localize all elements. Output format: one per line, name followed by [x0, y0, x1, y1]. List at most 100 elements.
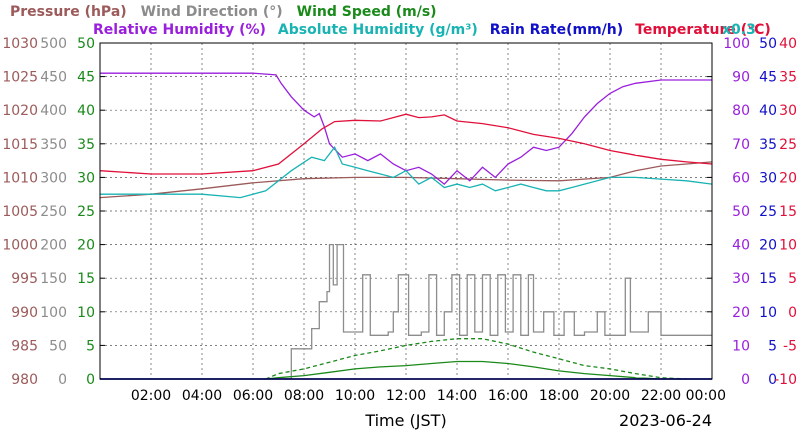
legend-pressure: Pressure (hPa)	[10, 4, 127, 20]
x-tick-label: 20:00	[590, 388, 630, 404]
x-tick-label: 00:00	[686, 388, 726, 404]
right-axes: 0102030405060708090100051015202530354045…	[723, 36, 797, 388]
pressure-tick-label: 1025	[2, 70, 38, 86]
rain-tick-label: 45	[759, 70, 777, 86]
series-pressure-hpa	[99, 161, 713, 199]
wind-speed-tick-label: 25	[77, 204, 95, 220]
x-tick-label: 12:00	[386, 388, 426, 404]
x-tick-label: 08:00	[284, 388, 324, 404]
rel-hum-tick-label: 10	[732, 338, 750, 354]
wind-speed-tick-label: 5	[86, 338, 95, 354]
x-tick-label: 02:00	[131, 388, 171, 404]
temp-tick-label: 35	[779, 70, 797, 86]
pressure-tick-label: 1030	[2, 36, 38, 52]
x-tick-label: 16:00	[488, 388, 528, 404]
pressure-tick-label: 995	[11, 271, 38, 287]
wind-speed-tick-label: 0	[86, 372, 95, 388]
wind-speed-tick-label: 50	[77, 36, 95, 52]
wind-dir-tick-label: 150	[40, 271, 67, 287]
rain-tick-label: 35	[759, 137, 777, 153]
rain-tick-label: 30	[759, 170, 777, 186]
rain-tick-label: 0	[768, 372, 777, 388]
wind-dir-tick-label: 250	[40, 204, 67, 220]
pressure-tick-label: 1020	[2, 103, 38, 119]
wind-dir-tick-label: 200	[40, 238, 67, 254]
temp-tick-label: -10	[774, 372, 797, 388]
wind-speed-tick-label: 30	[77, 170, 95, 186]
pressure-tick-label: 1010	[2, 170, 38, 186]
x-axis-title: Time (JST)	[364, 411, 446, 430]
legend-wind_speed: Wind Speed (m/s)	[297, 4, 437, 20]
rel-hum-tick-label: 0	[741, 372, 750, 388]
wind-dir-tick-label: 300	[40, 170, 67, 186]
temp-tick-label: 0	[788, 305, 797, 321]
series-absolute-humidity-g-m	[100, 145, 713, 199]
temp-tick-label: 25	[779, 137, 797, 153]
rain-tick-label: 10	[759, 305, 777, 321]
temp-tick-label: 5	[788, 271, 797, 287]
temp-tick-label: 30	[779, 103, 797, 119]
legend-wind_dir: Wind Direction (°)	[141, 4, 283, 20]
legend-rel_hum: Relative Humidity (%)	[93, 22, 266, 38]
wind-speed-tick-label: 45	[77, 70, 95, 86]
wind-dir-tick-label: 400	[40, 103, 67, 119]
wind-dir-tick-label: 450	[40, 70, 67, 86]
temp-tick-label: 40	[779, 36, 797, 52]
rel-hum-tick-label: 70	[732, 137, 750, 153]
x-tick-label: 06:00	[233, 388, 273, 404]
rel-hum-tick-label: 100	[723, 36, 750, 52]
rain-tick-label: 40	[759, 103, 777, 119]
pressure-tick-label: 1015	[2, 137, 38, 153]
temp-tick-label: -5	[783, 338, 797, 354]
rain-tick-label: 25	[759, 204, 777, 220]
series-relative-humidity	[100, 72, 712, 185]
wind-dir-tick-label: 100	[40, 305, 67, 321]
rain-tick-label: 15	[759, 271, 777, 287]
wind-speed-tick-label: 40	[77, 103, 95, 119]
pressure-tick-label: 990	[11, 305, 38, 321]
x-tick-label: 22:00	[641, 388, 681, 404]
legend-temp: Temperature (°C)	[635, 22, 771, 38]
legend-rain: Rain Rate(mm/h)	[490, 22, 623, 38]
wind-speed-tick-label: 10	[77, 305, 95, 321]
legend-abs_hum: Absolute Humidity (g/m³)	[278, 22, 478, 38]
x-tick-label: 14:00	[437, 388, 477, 404]
rel-hum-tick-label: 90	[732, 70, 750, 86]
pressure-tick-label: 985	[11, 338, 38, 354]
wind-dir-tick-label: 50	[49, 338, 67, 354]
series-temperature-c	[99, 113, 713, 175]
wind-speed-tick-label: 20	[77, 238, 95, 254]
legend: Pressure (hPa) Wind Direction (°) Wind Spe…	[10, 4, 771, 38]
rel-hum-tick-label: 40	[732, 238, 750, 254]
rel-hum-tick-label: 30	[732, 271, 750, 287]
rain-tick-label: 5	[768, 338, 777, 354]
pressure-tick-label: 1000	[2, 238, 38, 254]
rain-tick-label: 20	[759, 238, 777, 254]
x-axis: 02:00 04:00 06:00 08:00 10:00 12:00 14:00 16:00…	[131, 388, 726, 404]
rain-tick-label: 50	[759, 36, 777, 52]
x-tick-label: 10:00	[335, 388, 375, 404]
rel-hum-tick-label: 60	[732, 170, 750, 186]
chart-grid	[100, 42, 712, 380]
pressure-tick-label: 980	[11, 372, 38, 388]
wind-speed-tick-label: 35	[77, 137, 95, 153]
abs-humidity-scale-note: x0.3	[722, 22, 756, 38]
plot-frame	[99, 42, 713, 380]
rel-hum-tick-label: 80	[732, 103, 750, 119]
x-tick-label: 18:00	[539, 388, 579, 404]
date-label: 2023-06-24	[619, 411, 712, 430]
temp-tick-label: 15	[779, 204, 797, 220]
series-wind-direction	[283, 243, 712, 380]
wind-speed-tick-label: 15	[77, 271, 95, 287]
rel-hum-tick-label: 20	[732, 305, 750, 321]
pressure-tick-label: 1005	[2, 204, 38, 220]
temp-tick-label: 10	[779, 238, 797, 254]
x-tick-label: 04:00	[182, 388, 222, 404]
wind-dir-tick-label: 0	[58, 372, 67, 388]
temp-tick-label: 20	[779, 170, 797, 186]
wind-dir-tick-label: 500	[40, 36, 67, 52]
wind-dir-tick-label: 350	[40, 137, 67, 153]
rel-hum-tick-label: 50	[732, 204, 750, 220]
series-wind-speed-m-s	[100, 360, 712, 380]
